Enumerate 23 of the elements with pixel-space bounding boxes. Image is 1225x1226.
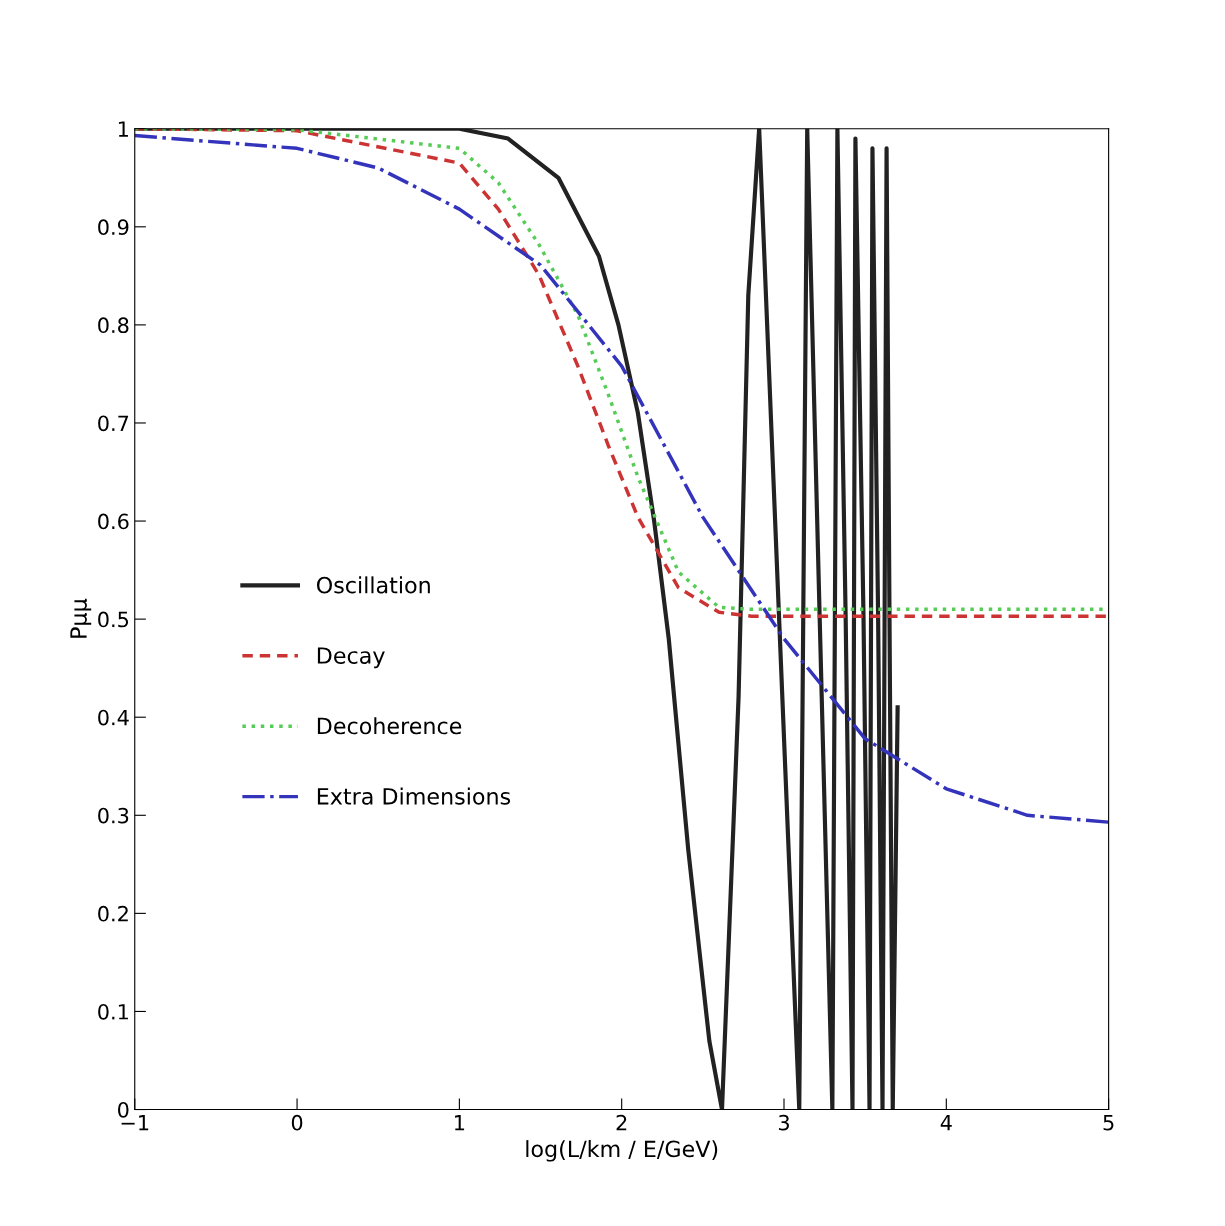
y-tick-label: 1: [118, 121, 128, 137]
x-tick-label: 3: [778, 1114, 789, 1131]
x-tick-label: 5: [1103, 1115, 1114, 1131]
x-tick-label: 0: [291, 1114, 303, 1131]
y-tick-label: 0.8: [98, 317, 129, 334]
y-tick-label: 0.1: [98, 1003, 128, 1020]
legend-label: Decay: [317, 647, 385, 669]
x-tick-label: 1: [455, 1115, 465, 1131]
y-tick-label: 0.3: [98, 807, 129, 824]
y-axis-title: Pμμ: [70, 598, 92, 638]
y-tick-label: 0.7: [98, 415, 129, 432]
legend-label: Decoherence: [317, 717, 462, 735]
y-tick-label: 0.4: [98, 709, 129, 726]
legend-label: Oscillation: [316, 576, 430, 594]
x-tick-label: 2: [616, 1114, 627, 1131]
y-tick-label: 0.2: [98, 905, 128, 922]
y-tick-label: 0.5: [98, 611, 129, 628]
y-tick-label: 0.6: [98, 513, 129, 530]
x-tick-label: 4: [940, 1115, 952, 1131]
x-axis-title: log(L/km / E/GeV): [526, 1140, 718, 1162]
y-tick-label: 0.9: [98, 219, 129, 236]
line-series: [134, 133, 1109, 824]
legend-label: Extra Dimensions: [317, 787, 511, 805]
